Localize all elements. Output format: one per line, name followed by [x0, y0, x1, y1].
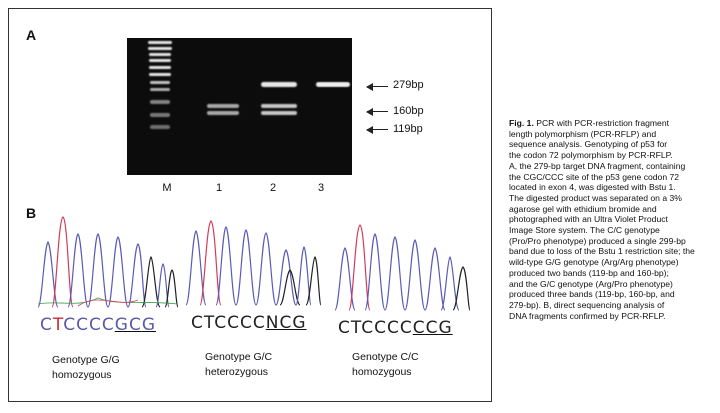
band-label-279bp: 279bp: [393, 79, 424, 91]
lane-label-1: 1: [215, 182, 223, 194]
sequence-letter: G: [141, 315, 157, 335]
caption-line: produced two bands (119-bp and 160-bp);: [509, 267, 669, 278]
sequence-letter: G: [438, 318, 453, 338]
gel-image: [127, 38, 352, 175]
sequence-letter: C: [425, 318, 439, 338]
caption-line: (Pro/Pro phenotype) produced a single 29…: [509, 235, 686, 246]
sequence-letter: C: [76, 315, 90, 335]
sequence-cc-prefix: CTCCCC: [338, 318, 413, 338]
genotype-cc-label: Genotype C/C homozygous: [352, 350, 419, 380]
sequence-gg-codon: GCG: [115, 315, 156, 335]
band-label-160bp: 160bp: [393, 105, 424, 117]
sequence-letter: C: [399, 318, 413, 338]
genotype-gc-line1: Genotype G/C: [205, 351, 273, 363]
caption-line: and the G/C genotype (Arg/Pro phenotype): [509, 278, 673, 289]
sequence-letter: T: [350, 318, 362, 338]
sequence-letter: C: [252, 313, 266, 333]
sequence-letter: C: [101, 315, 115, 335]
caption-line: band due to loss of the Bstu 1 restricti…: [509, 246, 695, 257]
lane-label-2: 2: [269, 182, 277, 194]
caption-line: The digested product was separated on a …: [509, 192, 682, 203]
caption-line: agarose gel with ethidium bromide and: [509, 203, 657, 214]
sequence-letter: G: [292, 313, 307, 333]
chromatogram-gg: [38, 216, 178, 308]
sequence-letter: C: [338, 318, 351, 338]
sequence-gc-codon: NCG: [266, 313, 307, 333]
genotype-gg-line2: homozygous: [52, 369, 112, 381]
sequence-letter: C: [191, 313, 204, 333]
caption-line: photographed with an Ultra Violet Produc…: [509, 214, 668, 225]
caption-line: DNA fragments confirmed by PCR-RFLP.: [509, 310, 666, 321]
band-label-119bp: 119bp: [393, 123, 423, 135]
figure-frame: [8, 8, 492, 402]
sequence-letter: C: [387, 318, 400, 338]
gel-bands: [148, 41, 350, 129]
caption-line: 279-bp). B, direct sequencing analysis o…: [509, 299, 665, 310]
genotype-cc-line2: homozygous: [352, 366, 412, 378]
genotype-gg-label: Genotype G/G homozygous: [52, 353, 120, 383]
sequence-cc: CTCCCCCCG: [338, 318, 453, 338]
genotype-gc-line2: heterozygous: [205, 366, 269, 378]
arrow-119bp: [366, 126, 388, 134]
sequence-cc-codon: CCG: [413, 318, 453, 338]
panel-a-label: A: [26, 27, 37, 43]
chromatogram-cc: [335, 224, 470, 311]
lane-1-bands: [207, 104, 239, 115]
arrow-160bp: [366, 108, 388, 116]
caption-line: length polymorphism (PCR-RFLP) and: [509, 128, 657, 139]
sequence-letter: C: [240, 313, 253, 333]
lane-2-bands: [261, 82, 297, 115]
sequence-letter: C: [374, 318, 388, 338]
sequence-gc-prefix: CTCCCC: [191, 313, 266, 333]
lane-label-3: 3: [317, 182, 325, 194]
sequence-letter: C: [412, 318, 426, 338]
sequence-gc: CTCCCCNCG: [191, 313, 307, 333]
sequence-letter: C: [63, 315, 77, 335]
caption-line: A, the 279-bp target DNA fragment, conta…: [509, 160, 686, 171]
caption-line: Image Store system. The C/C genotype: [509, 225, 660, 236]
lane-label-m: M: [162, 182, 172, 194]
genotype-gg-line1: Genotype G/G: [52, 354, 120, 366]
sequence-letter: G: [114, 315, 129, 335]
genotype-cc-line1: Genotype C/C: [352, 351, 419, 363]
lane-3-bands: [316, 82, 350, 87]
caption-fig-label: Fig. 1.: [509, 118, 534, 128]
genotype-gc-label: Genotype G/C heterozygous: [205, 350, 272, 380]
sequence-letter: C: [227, 313, 241, 333]
figure-caption: Fig. 1. PCR with PCR-restriction fragmen…: [509, 118, 714, 321]
caption-line: the codon 72 polymorphism by PCR-RFLP.: [509, 150, 673, 161]
sequence-gg-prefix: CTCCCC: [40, 315, 115, 335]
sequence-letter: C: [40, 315, 53, 335]
caption-line: Fig. 1. PCR with PCR-restriction fragmen…: [509, 118, 714, 129]
marker-ladder: [148, 41, 172, 129]
sequence-letter: T: [52, 315, 64, 335]
sequence-letter: N: [265, 313, 280, 333]
caption-line-text: PCR with PCR-restriction fragment: [533, 118, 669, 128]
caption-line: sequence analysis. Genotyping of p53 for: [509, 139, 668, 150]
arrow-279bp: [366, 83, 388, 91]
sequence-letter: C: [128, 315, 142, 335]
sequence-letter: C: [89, 315, 102, 335]
sequence-letter: T: [203, 313, 215, 333]
panel-b-label: B: [26, 205, 37, 221]
sequence-gg: CTCCCCGCG: [40, 315, 156, 335]
caption-line: produced three bands (119-bp, 160-bp, an…: [509, 289, 675, 300]
sequence-letter: C: [361, 318, 375, 338]
caption-line: located in exon 4, was digested with Bst…: [509, 182, 676, 193]
caption-line: the CGC/CCC site of the p53 gene codon 7…: [509, 171, 680, 182]
sequence-letter: C: [214, 313, 228, 333]
sequence-letter: C: [279, 313, 293, 333]
caption-line: wild-type G/G genotype (Arg/Arg phenotyp…: [509, 257, 679, 268]
chromatogram-gc: [186, 220, 321, 306]
